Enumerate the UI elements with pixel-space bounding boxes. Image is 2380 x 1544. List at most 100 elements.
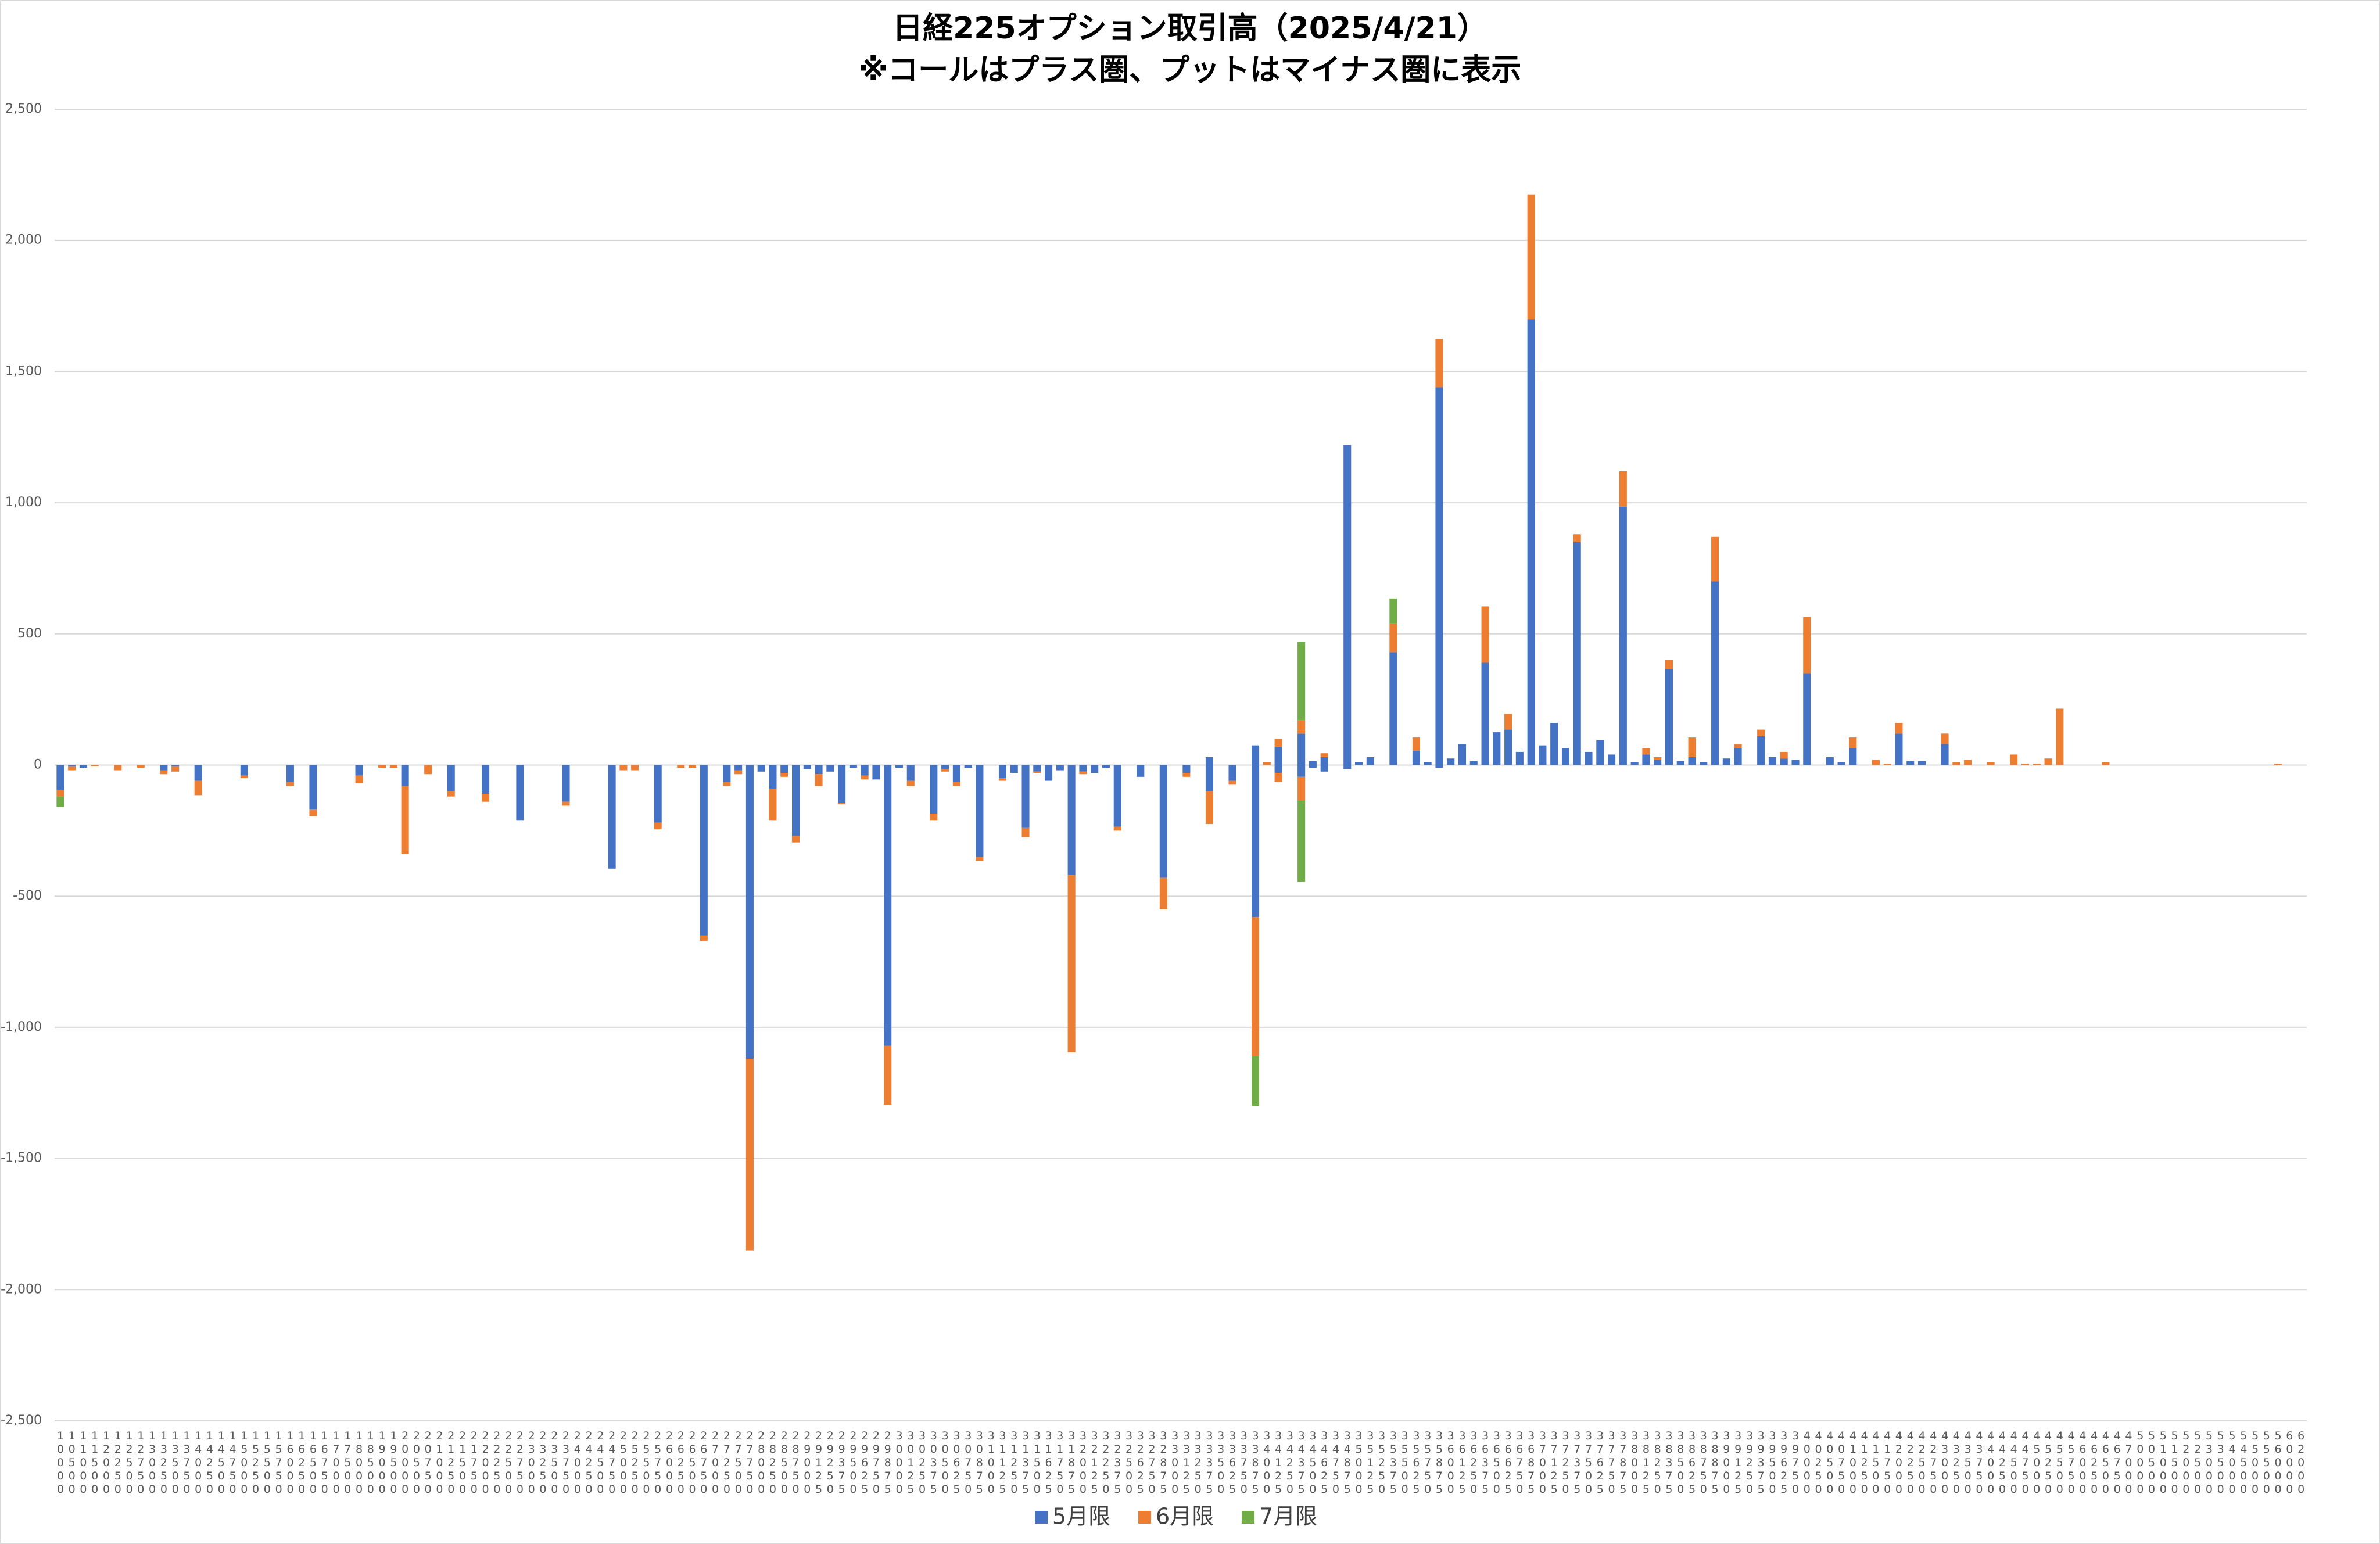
bar	[1917, 761, 1926, 765]
x-tick-label: 36000	[1445, 1430, 1457, 1496]
x-tick-label: 46000	[2076, 1430, 2089, 1496]
x-tick-label: 38625	[1686, 1430, 1698, 1496]
x-tick-label: 20750	[422, 1430, 435, 1496]
x-tick-label: 28250	[766, 1430, 779, 1496]
bar	[1320, 753, 1328, 757]
x-tick-label: 35000	[1353, 1430, 1365, 1496]
bar	[998, 778, 1007, 781]
bar	[1630, 762, 1639, 765]
x-tick-label: 12250	[112, 1430, 124, 1496]
x-tick-label: 36375	[1479, 1430, 1492, 1496]
x-tick-label: 33625	[1226, 1430, 1239, 1496]
x-tick-label: 12750	[134, 1430, 147, 1496]
bar	[1895, 723, 1903, 734]
x-tick-label: 37750	[1605, 1430, 1618, 1496]
x-tick-label: 29375	[836, 1430, 848, 1496]
x-tick-label: 40250	[1812, 1430, 1825, 1496]
bar	[745, 1059, 754, 1251]
x-tick-label: 24750	[605, 1430, 618, 1496]
bar	[872, 765, 880, 780]
bar	[1654, 760, 1662, 765]
bar	[56, 796, 64, 807]
x-tick-label: 31250	[1008, 1430, 1020, 1496]
x-tick-label: 35625	[1410, 1430, 1422, 1496]
x-tick-label: 28000	[755, 1430, 768, 1496]
y-tick-label: -1,500	[1, 1151, 42, 1166]
bar	[1665, 669, 1673, 765]
x-tick-label: 32625	[1134, 1430, 1147, 1496]
x-tick-label: 44250	[1996, 1430, 2009, 1496]
bar	[1205, 757, 1213, 765]
x-tick-label: 33125	[1180, 1430, 1193, 1496]
bar	[1527, 194, 1535, 320]
bar	[976, 765, 984, 857]
bar	[700, 935, 708, 941]
bar	[1067, 765, 1076, 876]
x-tick-label: 30125	[904, 1430, 917, 1496]
x-tick-label: 45500	[2053, 1430, 2066, 1496]
bar	[1700, 762, 1708, 765]
x-tick-label: 38250	[1651, 1430, 1664, 1496]
bar	[137, 765, 145, 768]
x-tick-label: 14250	[203, 1430, 216, 1496]
bar	[401, 765, 409, 786]
x-tick-label: 30875	[973, 1430, 986, 1496]
bar	[976, 857, 984, 861]
bar	[1091, 765, 1099, 773]
bar	[1883, 764, 1891, 765]
x-tick-label: 41750	[1881, 1430, 1894, 1496]
x-tick-label: 33750	[1238, 1430, 1250, 1496]
bar	[654, 822, 662, 830]
x-tick-label: 16250	[295, 1430, 308, 1496]
bar	[1906, 761, 1915, 765]
x-tick-label: 53000	[2203, 1430, 2216, 1496]
bar	[1493, 732, 1501, 765]
bar	[1987, 762, 1995, 765]
x-tick-label: 10000	[54, 1430, 67, 1496]
x-tick-label: 32500	[1123, 1430, 1135, 1496]
x-tick-label: 21000	[433, 1430, 446, 1496]
x-tick-label: 30750	[962, 1430, 974, 1496]
bar	[1252, 1056, 1260, 1106]
x-tick-label: 30500	[939, 1430, 952, 1496]
bar	[194, 765, 202, 781]
bar	[1458, 744, 1467, 765]
bar	[91, 765, 99, 766]
x-tick-label: 26750	[697, 1430, 710, 1496]
x-tick-label: 33500	[1214, 1430, 1227, 1496]
bar	[447, 765, 455, 791]
bar	[1389, 623, 1397, 653]
bar	[1872, 760, 1880, 765]
x-tick-label: 34250	[1284, 1430, 1296, 1496]
bar	[1343, 445, 1352, 765]
x-tick-label: 12000	[100, 1430, 113, 1496]
x-tick-label: 34625	[1318, 1430, 1331, 1496]
bar	[941, 769, 949, 772]
bar	[1803, 617, 1811, 674]
x-tick-label: 27250	[721, 1430, 733, 1496]
x-tick-label: 31000	[985, 1430, 998, 1496]
bar	[1780, 758, 1788, 765]
x-tick-label: 34375	[1295, 1430, 1308, 1496]
x-tick-label: 50500	[2145, 1430, 2158, 1496]
x-tick-label: 21250	[445, 1430, 457, 1496]
bar	[1504, 729, 1512, 765]
bar	[1585, 751, 1593, 765]
x-tick-label: 22250	[490, 1430, 503, 1496]
x-tick-label: 14000	[192, 1430, 205, 1496]
x-tick-label: 37000	[1536, 1430, 1549, 1496]
x-tick-label: 32375	[1111, 1430, 1124, 1496]
bar	[482, 765, 490, 794]
x-tick-label: 23750	[560, 1430, 572, 1496]
x-tick-label: 26000	[663, 1430, 676, 1496]
bar	[1274, 739, 1282, 747]
x-tick-label: 13500	[169, 1430, 182, 1496]
x-tick-label: 37250	[1559, 1430, 1572, 1496]
x-tick-label: 36750	[1513, 1430, 1526, 1496]
x-tick-label: 34500	[1306, 1430, 1319, 1496]
bar	[2033, 764, 2041, 765]
x-tick-label: 23500	[548, 1430, 561, 1496]
bar	[424, 765, 432, 775]
bar	[1366, 757, 1374, 765]
bar	[757, 765, 765, 772]
